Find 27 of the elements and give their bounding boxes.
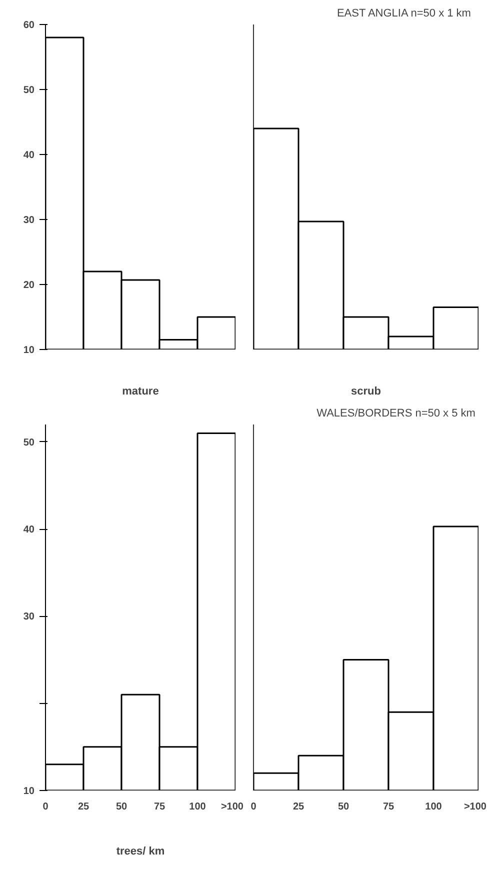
x-tick-label: >100	[464, 802, 487, 812]
y-tick-label: 60	[23, 20, 35, 31]
x-axis-title: scrub	[351, 386, 382, 398]
chart-title: EAST ANGLIA n=50 x 1 km	[336, 8, 471, 20]
x-tick-label: 50	[116, 802, 128, 812]
x-tick-label: 100	[189, 802, 206, 812]
y-tick-label: 20	[23, 280, 35, 291]
x-tick-label: 75	[154, 802, 166, 812]
y-tick-label: 40	[23, 524, 35, 536]
x-tick-label: 25	[78, 802, 90, 812]
y-tick-label: 50	[23, 85, 35, 96]
chart-title: WALES/BORDERS n=50 x 5 km	[316, 408, 476, 420]
x-tick-label: 0	[42, 802, 49, 812]
y-tick-label: 10	[23, 345, 35, 356]
y-tick-label: 30	[23, 612, 35, 623]
x-axis-title: trees/ km	[116, 846, 165, 858]
x-tick-label: 25	[292, 802, 304, 812]
y-tick-label: 50	[23, 437, 35, 448]
x-tick-label: 0	[250, 802, 257, 812]
y-tick-label: 30	[23, 215, 35, 226]
x-tick-label: >100	[220, 802, 244, 812]
y-tick-label: 10	[23, 786, 35, 797]
x-axis-title: mature	[122, 386, 159, 398]
x-tick-label: 50	[338, 802, 350, 812]
x-tick-label: 75	[382, 802, 394, 812]
x-tick-label: 100	[425, 802, 442, 812]
y-tick-label: 40	[23, 150, 35, 161]
